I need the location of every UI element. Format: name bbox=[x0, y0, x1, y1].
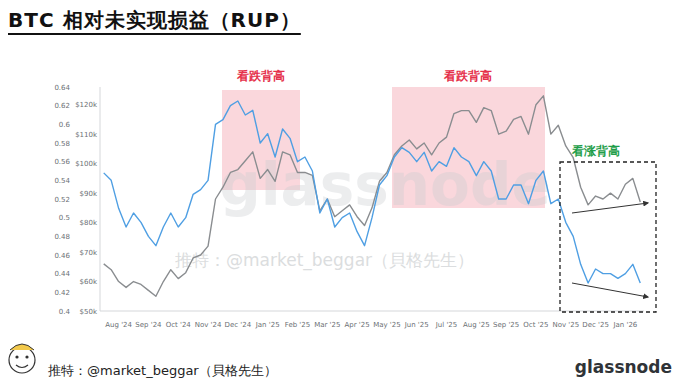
x-tick-label: Feb '25 bbox=[285, 321, 310, 329]
x-tick-label: Sep '24 bbox=[135, 321, 162, 329]
watermark: 推特：@market_beggar（貝格先生） bbox=[175, 250, 474, 271]
x-tick-label: Nov '25 bbox=[552, 321, 579, 329]
y-axis-line bbox=[100, 87, 101, 311]
credit-icon bbox=[9, 344, 35, 373]
x-tick-label: Jul '25 bbox=[435, 321, 458, 329]
credit: 推特：@market_beggar（貝格先生） bbox=[48, 363, 277, 378]
trend-arrow bbox=[572, 283, 648, 297]
trend-arrow bbox=[572, 203, 648, 213]
icon-eye bbox=[25, 355, 28, 358]
y-tick-label: 0.44 bbox=[54, 270, 70, 278]
x-tick-label: Jan '26 bbox=[612, 321, 637, 329]
icon-hat bbox=[10, 344, 34, 350]
x-tick-label: Oct '25 bbox=[523, 321, 548, 329]
y-tick-label: 0.4 bbox=[59, 308, 71, 316]
chart: BTC 相对未实现损益（RUP） glassnode 推特：@market_begg… bbox=[0, 0, 680, 383]
y-tick-label: 0.56 bbox=[54, 158, 70, 166]
x-tick-label: Oct '24 bbox=[166, 321, 192, 329]
y-tick-label: 0.62 bbox=[54, 102, 70, 110]
y2-tick-label: $70k bbox=[80, 249, 98, 257]
x-tick-label: Jun '25 bbox=[404, 321, 429, 329]
title: BTC 相对未实现损益（RUP） bbox=[8, 8, 301, 32]
y-tick-label: 0.42 bbox=[54, 289, 70, 297]
y-tick-label: 0.5 bbox=[59, 214, 70, 222]
y2-tick-label: $60k bbox=[80, 278, 98, 286]
y-tick-label: 0.48 bbox=[54, 233, 70, 241]
watermark: glassnode bbox=[219, 151, 551, 219]
y2-tick-label: $120k bbox=[75, 101, 98, 109]
logo: glassnode bbox=[575, 357, 672, 377]
x-tick-label: Aug '24 bbox=[105, 321, 132, 329]
divergence-box bbox=[560, 162, 656, 312]
icon-mouth bbox=[16, 365, 28, 368]
y-tick-label: 0.58 bbox=[54, 140, 70, 148]
icon-eye bbox=[15, 355, 18, 358]
y-tick-label: 0.6 bbox=[59, 121, 71, 129]
x-tick-label: Dec '25 bbox=[582, 321, 609, 329]
x-tick-label: Apr '25 bbox=[345, 321, 370, 329]
y2-tick-label: $90k bbox=[80, 190, 98, 198]
y-tick-label: 0.64 bbox=[54, 84, 70, 92]
annotation: 看涨背高 bbox=[571, 144, 620, 158]
y2-tick-label: $80k bbox=[80, 219, 98, 227]
x-tick-label: May '25 bbox=[373, 321, 401, 329]
x-tick-label: Mar '25 bbox=[314, 321, 340, 329]
y-tick-label: 0.52 bbox=[54, 196, 70, 204]
x-tick-label: Dec '24 bbox=[225, 321, 252, 329]
y2-tick-label: $50k bbox=[80, 308, 98, 316]
annotation: 看跌背高 bbox=[443, 69, 492, 83]
y-tick-label: 0.46 bbox=[54, 252, 70, 260]
x-tick-label: Jan '25 bbox=[255, 321, 280, 329]
x-tick-label: Nov '24 bbox=[195, 321, 222, 329]
annotation: 看跌背高 bbox=[236, 69, 285, 83]
x-tick-label: Aug '25 bbox=[463, 321, 490, 329]
title-underline bbox=[8, 33, 301, 35]
y2-tick-label: $100k bbox=[75, 160, 98, 168]
x-tick-label: Sep '25 bbox=[493, 321, 519, 329]
icon-face bbox=[9, 347, 35, 373]
y2-tick-label: $110k bbox=[75, 131, 98, 139]
y-tick-label: 0.54 bbox=[54, 177, 70, 185]
